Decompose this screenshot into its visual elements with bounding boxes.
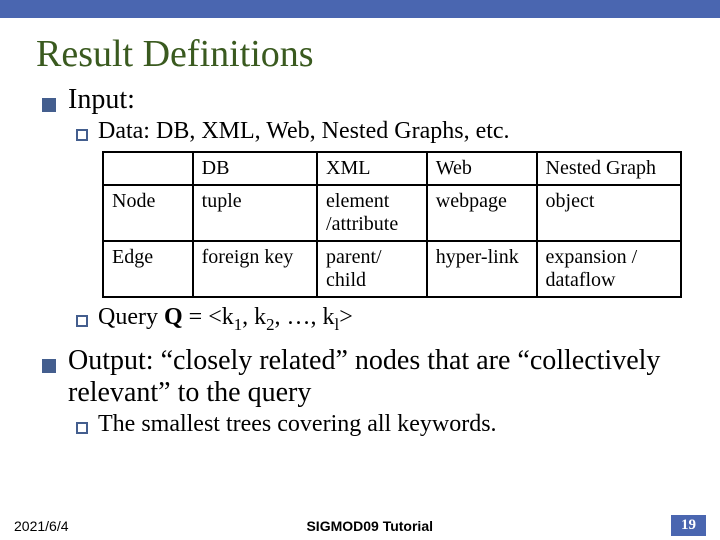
table-cell: foreign key [193, 241, 317, 297]
table-cell: parent/ child [317, 241, 427, 297]
table-header-row: DB XML Web Nested Graph [103, 152, 681, 185]
data-text: Data: DB, XML, Web, Nested Graphs, etc. [98, 118, 510, 145]
hollow-bullet-icon [76, 315, 88, 327]
hollow-bullet-icon [76, 129, 88, 141]
footer-center: SIGMOD09 Tutorial [69, 518, 672, 534]
output-heading: Output: [68, 345, 154, 376]
table-header-cell: XML [317, 152, 427, 185]
data-row: Data: DB, XML, Web, Nested Graphs, etc. [76, 118, 692, 145]
table-cell: hyper-link [427, 241, 537, 297]
output-heading-row: Output: “closely related” nodes that are… [42, 345, 692, 409]
table-cell: webpage [427, 185, 537, 241]
output-sub-label: The [98, 411, 135, 437]
output-sub-text: The smallest trees covering all keywords… [98, 411, 497, 438]
accent-bar [0, 0, 720, 18]
slide-title: Result Definitions [36, 32, 692, 76]
table-cell: Edge [103, 241, 193, 297]
table-cell: tuple [193, 185, 317, 241]
table-cell: object [537, 185, 681, 241]
table-header-cell: Web [427, 152, 537, 185]
query-text: Query Q = <k1, k2, …, kl> [98, 304, 353, 335]
input-heading: Input: [68, 84, 135, 116]
table-cell: expansion / dataflow [537, 241, 681, 297]
output-desc: “closely related” nodes that are “collec… [68, 345, 660, 408]
query-label: Query [98, 304, 158, 330]
output-sub-desc: smallest trees covering all keywords. [141, 411, 496, 437]
definitions-table: DB XML Web Nested Graph Node tuple eleme… [102, 151, 682, 298]
definitions-table-wrap: DB XML Web Nested Graph Node tuple eleme… [102, 151, 692, 298]
output-sub-row: The smallest trees covering all keywords… [76, 411, 692, 438]
table-cell: Node [103, 185, 193, 241]
query-formula: Q = <k1, k2, …, kl> [164, 304, 353, 330]
table-header-cell [103, 152, 193, 185]
input-heading-row: Input: [42, 84, 692, 116]
table-header-cell: DB [193, 152, 317, 185]
table-row: Node tuple element /attribute webpage ob… [103, 185, 681, 241]
query-row: Query Q = <k1, k2, …, kl> [76, 304, 692, 335]
table-row: Edge foreign key parent/ child hyper-lin… [103, 241, 681, 297]
footer-page-number: 19 [671, 515, 706, 536]
footer-date: 2021/6/4 [14, 518, 69, 534]
table-cell: element /attribute [317, 185, 427, 241]
square-bullet-icon [42, 98, 56, 112]
output-text: Output: “closely related” nodes that are… [68, 345, 692, 409]
data-label: Data: [98, 118, 150, 144]
table-header-cell: Nested Graph [537, 152, 681, 185]
data-desc: DB, XML, Web, Nested Graphs, etc. [156, 118, 510, 144]
hollow-bullet-icon [76, 422, 88, 434]
slide-body: Result Definitions Input: Data: DB, XML,… [0, 18, 720, 438]
slide-footer: 2021/6/4 SIGMOD09 Tutorial 19 [0, 515, 720, 536]
square-bullet-icon [42, 359, 56, 373]
